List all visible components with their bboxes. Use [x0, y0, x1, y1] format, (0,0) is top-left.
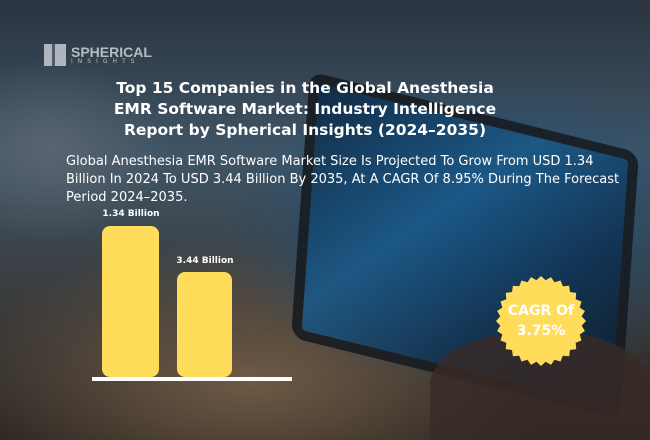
- bar-2024: [102, 226, 159, 377]
- page-title: Top 15 Companies in the Global Anesthesi…: [113, 79, 497, 139]
- bar-2035: [177, 272, 232, 377]
- chart-baseline: [92, 377, 292, 381]
- logo-icon: [44, 44, 66, 66]
- logo-name: SPHERICAL: [71, 44, 152, 60]
- cagr-badge: CAGR Of 3.75%: [496, 276, 586, 366]
- badge-line1: CAGR Of: [507, 303, 575, 319]
- starburst-icon: [496, 276, 586, 366]
- bar-label-2035: 3.44 Billion: [176, 256, 234, 266]
- description: Global Anesthesia EMR Software Market Si…: [66, 154, 620, 205]
- logo: SPHERICAL INSIGHTS: [44, 44, 152, 66]
- badge-line2: 3.75%: [516, 323, 566, 339]
- bar-label-2024: 1.34 Billion: [102, 209, 160, 219]
- logo-sub: INSIGHTS: [71, 58, 140, 65]
